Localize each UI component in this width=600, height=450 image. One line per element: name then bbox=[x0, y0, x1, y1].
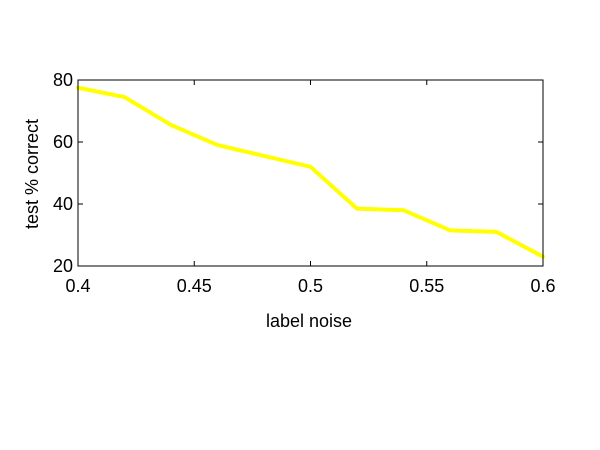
y-axis-label: test % correct bbox=[22, 119, 42, 229]
x-tick-label: 0.45 bbox=[177, 276, 212, 296]
x-axis: 0.4 0.45 0.5 0.55 0.6 bbox=[65, 80, 556, 296]
y-tick-label: 40 bbox=[53, 194, 73, 214]
y-axis: 20 40 60 80 bbox=[53, 70, 543, 276]
series-line-1 bbox=[76, 85, 545, 259]
plot-area bbox=[76, 79, 545, 267]
y-tick-label: 60 bbox=[53, 132, 73, 152]
y-tick-label: 20 bbox=[53, 256, 73, 276]
x-tick-label: 0.5 bbox=[298, 276, 323, 296]
axes-frame bbox=[77, 79, 544, 267]
x-tick-label: 0.6 bbox=[530, 276, 555, 296]
x-tick-label: 0.55 bbox=[409, 276, 444, 296]
x-axis-label: label noise bbox=[266, 311, 352, 331]
y-tick-label: 80 bbox=[53, 70, 73, 90]
x-tick-label: 0.4 bbox=[65, 276, 90, 296]
